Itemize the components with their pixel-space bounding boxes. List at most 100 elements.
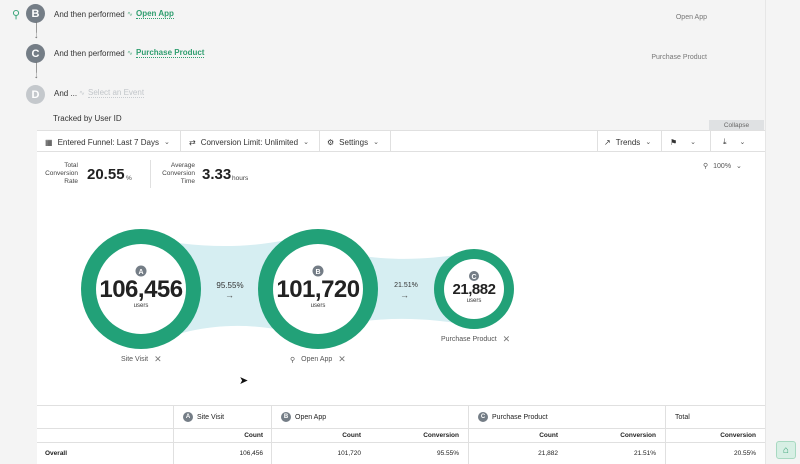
search-icon: ⚲ (703, 163, 709, 170)
metric-label-line: Conversion (45, 170, 78, 177)
table-cell: 20.55% (733, 450, 756, 457)
step-c-event[interactable]: Purchase Product (136, 48, 205, 58)
step-c-circle: C (26, 44, 45, 63)
subheader-conversion: Conversion (620, 432, 656, 439)
table-cell: 101,720 (337, 450, 362, 457)
node-a-label: 106,456 users (96, 277, 186, 310)
step-c-right-label: Purchase Product (651, 54, 707, 61)
chevron-down-icon: ⌄ (690, 139, 697, 146)
metric-label-line: Conversion (162, 170, 195, 177)
node-b-letter: B (315, 269, 320, 276)
step-b-event[interactable]: Open App (136, 9, 174, 19)
entered-funnel-dropdown[interactable]: ▦ Entered Funnel: Last 7 Days ⌄ (45, 131, 170, 153)
node-a-name-text: Site Visit (121, 356, 149, 363)
zoom-control[interactable]: ⚲ 100% ⌄ (703, 162, 742, 171)
event-icon: ∿ (79, 90, 85, 97)
node-c-badge (469, 271, 479, 281)
close-icon[interactable]: ✕ (154, 354, 162, 364)
table-cell: 21.51% (633, 450, 656, 457)
tracked-by-label: Tracked by User ID (53, 114, 122, 123)
node-a-name: Site Visit ✕ (121, 354, 162, 365)
avg-time-unit: hours (232, 175, 249, 182)
flag-dropdown[interactable]: ⚑ ⌄ (670, 131, 696, 153)
metric-label-line: Rate (64, 178, 78, 185)
metric-label-line: Time (180, 178, 195, 185)
node-b-name: ⚲ Open App ✕ (290, 354, 346, 365)
step-b-circle: B (26, 4, 45, 23)
chevron-down-icon: ⌄ (739, 139, 746, 146)
close-icon[interactable]: ✕ (338, 354, 346, 364)
step-c-prefix: And then performed (54, 49, 125, 58)
avg-time-label: Average Conversion Time (155, 162, 195, 186)
arrow-down-icon: │ ↓ (34, 62, 40, 80)
node-c-name: Purchase Product ✕ (441, 334, 510, 345)
step-c-letter: C (31, 47, 40, 60)
flag-icon: ⚑ (670, 137, 678, 147)
chevron-down-icon: ⌄ (373, 139, 379, 146)
total-conversion-unit: % (126, 175, 132, 182)
subheader-count: Count (244, 432, 263, 439)
home-icon[interactable]: ⌂ (776, 441, 796, 459)
trends-label: Trends (615, 137, 641, 147)
swap-icon: ⇄ (189, 137, 196, 147)
settings-dropdown[interactable]: ⚙ Settings ⌄ (327, 131, 379, 153)
event-icon: ∿ (127, 11, 133, 18)
chevron-down-icon: ⌄ (303, 139, 309, 146)
settings-label: Settings (339, 137, 369, 147)
funnel-graphic: A B C (81, 229, 514, 349)
header-label: Open App (295, 413, 327, 421)
header-label: Total (675, 413, 690, 421)
table-cell: 106,456 (239, 450, 264, 457)
node-a-users: users (133, 303, 149, 309)
arrow-down-icon: │ ↓ (34, 22, 40, 40)
step-b-prefix: And then performed (54, 10, 125, 19)
step-b-letter: B (31, 7, 40, 20)
select-event-placeholder[interactable]: Select an Event (88, 88, 145, 98)
trends-dropdown[interactable]: ↗ Trends ⌄ (604, 131, 651, 153)
header-label: Purchase Product (492, 413, 548, 421)
calendar-icon: ▦ (45, 137, 53, 147)
total-conversion-label: Total Conversion Rate (40, 162, 78, 186)
node-a-badge (135, 265, 147, 277)
node-b-label: 101,720 users (273, 276, 363, 310)
toolbar: ▦ Entered Funnel: Last 7 Days ⌄ ⇄ Conver… (37, 130, 765, 153)
header-letter-badge: B (281, 412, 291, 422)
chevron-down-icon: ⌄ (163, 139, 170, 146)
subheader-count: Count (539, 432, 558, 439)
metric-label-line: Total (64, 162, 78, 169)
node-b-badge (312, 265, 324, 277)
download-icon: ⤓ (723, 137, 727, 146)
node-c-inner (444, 259, 504, 319)
collapse-button[interactable]: Collapse (709, 120, 764, 130)
chevron-down-icon: ⌄ (645, 139, 652, 146)
close-icon[interactable]: ✕ (502, 334, 511, 344)
export-dropdown[interactable]: ⤓ ⌄ (723, 131, 745, 153)
event-icon: ∿ (127, 50, 133, 57)
node-b-users: users (310, 303, 326, 309)
trend-line-icon: ↗ (604, 137, 611, 147)
pin-icon[interactable]: ⚲ (290, 356, 296, 364)
node-c-value: 21,882 (452, 281, 496, 298)
node-a-inner (96, 244, 186, 334)
node-b-value: 101,720 (276, 276, 360, 303)
node-c-label: 21,882 users (444, 281, 504, 305)
pin-icon[interactable]: ⚲ (12, 9, 21, 21)
node-c-users: users (466, 298, 482, 304)
table-header-open-app: B Open App (281, 406, 326, 428)
subheader-conversion: Conversion (423, 432, 459, 439)
table-header-total: Total (675, 406, 690, 428)
header-letter-badge: A (183, 412, 193, 422)
avg-time-value: 3.33 (202, 166, 232, 183)
table-cell: 21,882 (538, 450, 558, 457)
conversion-ab-label: 95.55% (216, 281, 244, 290)
arrow-right-icon: → (400, 290, 409, 300)
node-c-name-text: Purchase Product (441, 336, 497, 343)
gear-icon: ⚙ (327, 137, 335, 147)
node-b-inner (273, 244, 363, 334)
step-d-letter: D (31, 88, 40, 101)
conversion-limit-dropdown[interactable]: ⇄ Conversion Limit: Unlimited ⌄ (189, 131, 309, 153)
right-gutter (765, 0, 800, 464)
header-letter-badge: C (478, 412, 488, 422)
total-conversion-value: 20.55 (87, 166, 125, 183)
node-a-letter: A (138, 269, 143, 276)
